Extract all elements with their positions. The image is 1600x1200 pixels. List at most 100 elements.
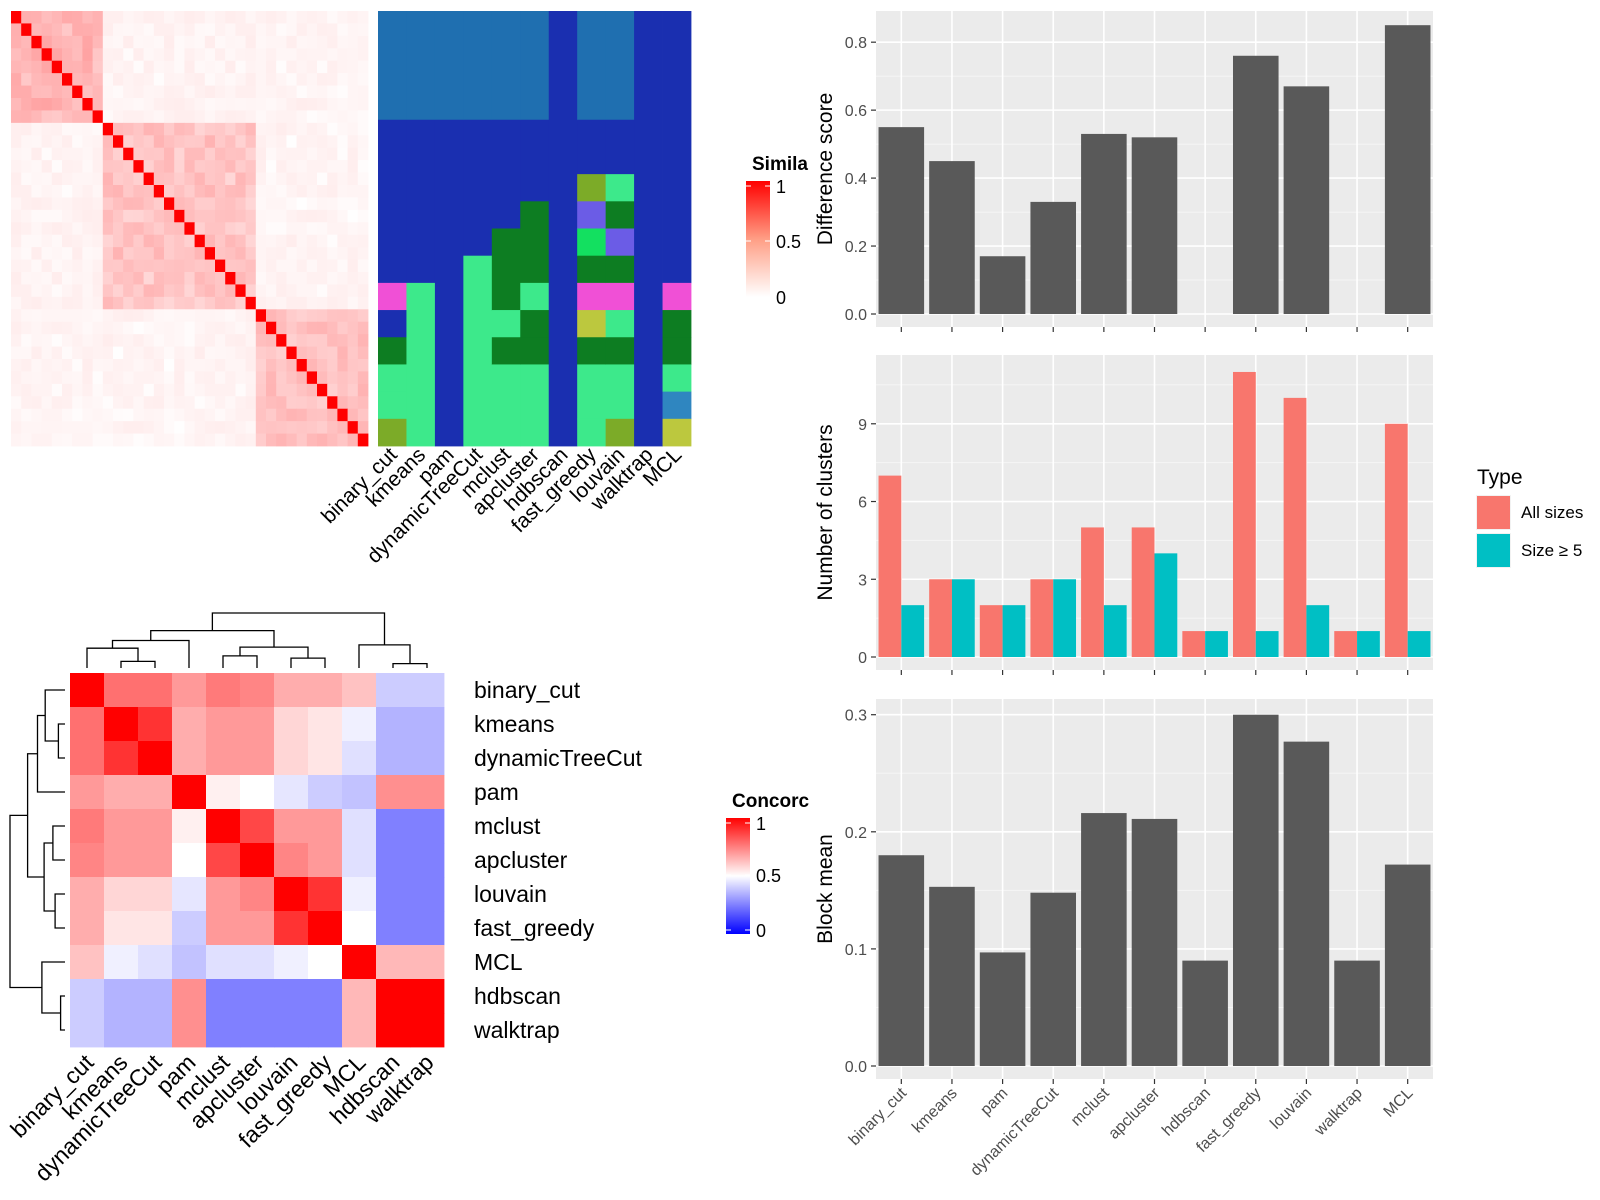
bar-All sizes [1030, 579, 1054, 657]
similarity-cell [255, 35, 267, 49]
similarity-cell [317, 346, 328, 360]
similarity-cell [327, 23, 338, 37]
concordance-cell [70, 1013, 105, 1048]
similarity-cell [357, 60, 369, 74]
similarity-cell [113, 122, 124, 136]
concordance-cell [240, 911, 275, 946]
similarity-cell [133, 284, 144, 298]
similarity-cell [51, 135, 63, 149]
similarity-cell [347, 209, 359, 223]
similarity-cell [174, 346, 185, 360]
bar [1384, 864, 1431, 1066]
similarity-cell [306, 234, 318, 248]
similarity-cell [255, 421, 267, 434]
similarity-cell [255, 396, 267, 410]
membership-cell-fast_greedy [577, 255, 607, 284]
similarity-cell [164, 284, 175, 298]
similarity-cell [337, 383, 348, 397]
bar [979, 952, 1026, 1066]
similarity-cell [357, 160, 369, 173]
similarity-cell [123, 234, 134, 248]
similarity-cell [143, 35, 155, 49]
bar [929, 161, 975, 314]
y-axis-title: Block mean [814, 834, 837, 944]
similarity-cell [184, 60, 195, 74]
similarity-cell [204, 359, 216, 372]
similarity-cell [92, 396, 104, 410]
similarity-cell [347, 296, 359, 310]
concordance-row-label-mclust: mclust [474, 813, 541, 839]
membership-cell-MCL [662, 364, 692, 393]
similarity-cell [194, 160, 206, 173]
similarity-cell [245, 197, 257, 211]
similarity-cell [164, 222, 175, 236]
concordance-cell [172, 843, 207, 878]
concordance-cell [138, 809, 173, 844]
similarity-cell [347, 35, 359, 49]
similarity-cell [347, 73, 359, 86]
similarity-cell [31, 421, 42, 434]
similarity-cell [102, 433, 114, 447]
similarity-cell [194, 172, 206, 186]
similarity-cell [51, 160, 63, 173]
similarity-cell [143, 396, 155, 410]
similarity-cell [164, 396, 175, 410]
similarity-cell [296, 11, 308, 24]
similarity-cell [153, 284, 165, 298]
similarity-cell [92, 421, 104, 434]
similarity-cell [174, 396, 185, 410]
similarity-cell [113, 147, 124, 161]
dendrogram-branch [150, 629, 275, 648]
similarity-cell [133, 85, 144, 99]
similarity-cell [317, 321, 328, 335]
similarity-cell [184, 321, 195, 335]
similarity-cell [194, 408, 206, 422]
similarity-cell [225, 421, 236, 434]
similarity-cell [184, 48, 195, 62]
concordance-cell [172, 877, 207, 912]
similarity-cell [357, 172, 369, 186]
similarity-cell [92, 85, 104, 99]
concordance-cell [206, 1013, 241, 1048]
concordance-cell [104, 843, 139, 878]
similarity-cell [21, 122, 32, 136]
concordance-cell [308, 673, 343, 708]
similarity-cell [296, 23, 308, 37]
similarity-cell [184, 334, 195, 347]
similarity-cell [235, 284, 246, 298]
y-tick-label: 0.2 [845, 825, 867, 842]
similarity-cell [306, 98, 318, 111]
similarity-cell [174, 247, 185, 260]
similarity-cell [113, 371, 124, 385]
similarity-cell [21, 35, 32, 49]
similarity-cell [102, 122, 114, 136]
similarity-cell [266, 197, 277, 211]
similarity-cell [31, 48, 42, 62]
concordance-cell [240, 877, 275, 912]
similarity-cell [153, 309, 165, 323]
similarity-cell [11, 11, 22, 24]
similarity-cell [133, 98, 144, 111]
similarity-cell [11, 383, 22, 397]
similarity-cell [215, 421, 226, 434]
concordance-column-dendrogram [86, 612, 428, 668]
similarity-cell [164, 48, 175, 62]
similarity-cell [194, 371, 206, 385]
concordance-cell [274, 979, 309, 1014]
similarity-cell [327, 334, 338, 347]
concordance-cell [104, 741, 139, 776]
similarity-cell [184, 371, 195, 385]
similarity-cell [21, 197, 32, 211]
similarity-cell [266, 35, 277, 49]
similarity-cell [276, 334, 287, 347]
concordance-cell [240, 673, 275, 708]
similarity-cell [215, 247, 226, 260]
similarity-cell [164, 408, 175, 422]
similarity-cell [143, 259, 155, 273]
similarity-cell [255, 234, 267, 248]
similarity-cell [296, 259, 308, 273]
bar [1384, 25, 1431, 314]
membership-cell-louvain [605, 119, 635, 175]
dendrogram-branch [222, 655, 258, 668]
similarity-cell [296, 284, 308, 298]
